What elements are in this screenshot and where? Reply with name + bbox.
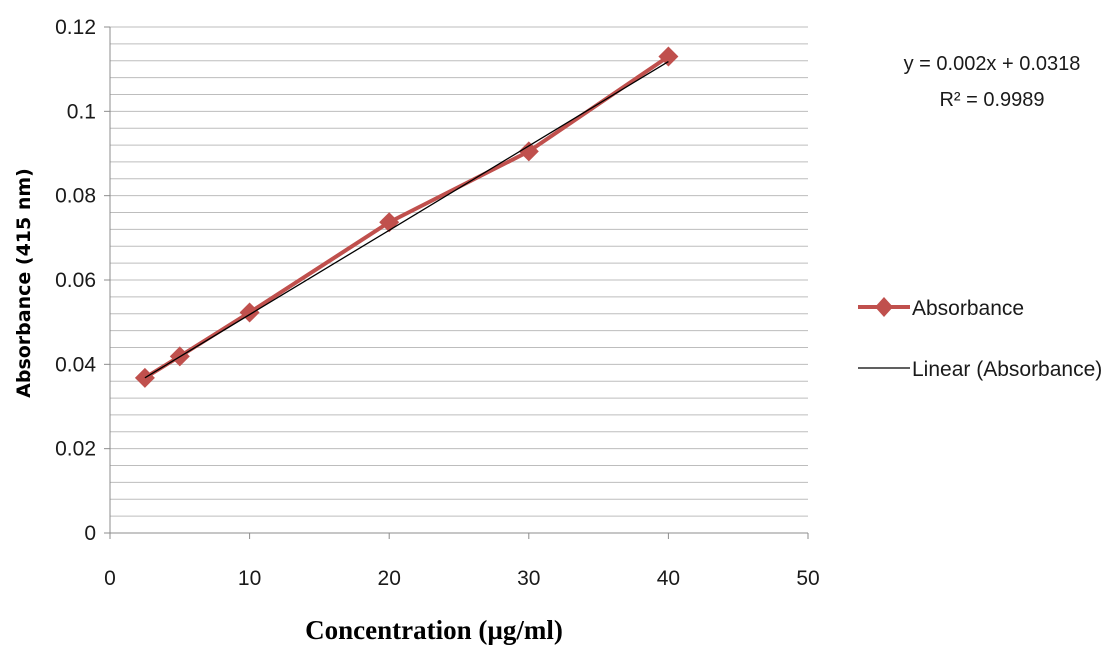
x-tick-label: 20 <box>378 567 401 590</box>
legend: Absorbance Linear (Absorbance) <box>858 297 1102 381</box>
y-tick-label: 0.06 <box>55 269 96 292</box>
data-point-marker <box>518 141 539 162</box>
legend-label-linear: Linear (Absorbance) <box>912 358 1102 381</box>
equation-text: y = 0.002x + 0.0318 <box>904 53 1081 75</box>
y-tick-label: 0 <box>84 522 96 545</box>
y-tick-label: 0.04 <box>55 353 96 376</box>
x-axis-label: Concentration (µg/ml) <box>305 615 563 645</box>
x-tick-label: 10 <box>238 567 261 590</box>
legend-item-linear: Linear (Absorbance) <box>858 358 1102 381</box>
r-squared-text: R² = 0.9989 <box>939 89 1044 111</box>
y-tick-labels: 0 0.02 0.04 0.06 0.08 0.1 0.12 <box>55 16 110 545</box>
x-tick-labels: 0 10 20 30 40 50 <box>104 533 820 590</box>
legend-item-absorbance: Absorbance <box>858 297 1024 320</box>
data-point-marker <box>658 46 679 67</box>
trendline-equation: y = 0.002x + 0.0318 R² = 0.9989 <box>904 53 1081 111</box>
trendline <box>144 61 669 379</box>
legend-marker-diamond <box>875 297 893 317</box>
legend-label-absorbance: Absorbance <box>912 297 1024 320</box>
y-tick-label: 0.08 <box>55 185 96 208</box>
gridlines <box>110 26 808 517</box>
y-tick-label: 0.02 <box>55 438 96 461</box>
y-axis-label: Absorbance (415 nm) <box>13 168 35 398</box>
y-tick-label: 0.1 <box>67 100 96 123</box>
x-tick-label: 30 <box>517 567 540 590</box>
series-layer <box>134 46 679 388</box>
x-tick-label: 0 <box>104 567 116 590</box>
x-tick-label: 40 <box>657 567 680 590</box>
y-tick-label: 0.12 <box>55 16 96 39</box>
x-tick-label: 50 <box>796 567 819 590</box>
